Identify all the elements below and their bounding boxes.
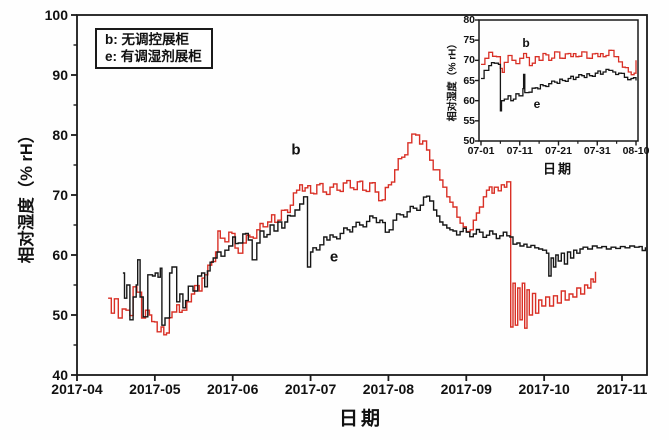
main-x-tick-label: 2017-09 [440,381,492,397]
inset-series-b-letter: b [522,36,530,50]
inset-background [442,16,646,178]
inset-y-tick-label: 80 [463,14,475,26]
main-y-tick-label: 90 [52,67,68,83]
inset-y-tick-label: 65 [463,74,475,87]
main-y-tick-label: 100 [44,7,68,23]
inset-x-tick-label: 08-10 [622,145,650,157]
main-x-tick-label: 2017-10 [518,381,570,397]
main-y-tick-label: 60 [52,247,68,263]
inset-x-tick-label: 07-31 [583,145,611,157]
inset-x-tick-label: 07-11 [506,145,533,157]
main-series-e-letter: e [329,248,339,266]
inset-x-tick-label: 07-01 [467,145,495,157]
legend-item-e: e: 有调湿剂展柜 [105,49,202,64]
main-series-e-line [122,195,647,326]
main-x-tick-label: 2017-05 [129,381,181,397]
inset-y-tick-label: 50 [463,135,475,147]
inset-x-axis-title: 日期 [542,161,574,177]
inset-y-tick-label: 55 [463,114,475,127]
inset-y-tick-label: 70 [463,54,475,67]
main-x-axis-title: 日期 [338,408,384,430]
main-y-tick-label: 50 [52,307,68,323]
main-x-tick-label: 2017-06 [207,381,259,397]
inset-series-b-line [481,49,637,76]
inset-series-e-line [481,61,637,112]
main-x-tick-label: 2017-11 [596,381,648,397]
legend-item-b: b: 无调控展柜 [105,32,189,47]
main-x-tick-label: 2017-07 [284,381,337,397]
main-y-tick-label: 80 [52,127,68,143]
main-y-tick-label: 70 [52,187,68,203]
main-series-b-letter: b [291,141,301,159]
main-y-tick-label: 40 [52,367,68,383]
inset-y-tick-label: 60 [463,94,475,107]
inset-y-tick-label: 75 [463,34,475,47]
main-x-tick-label: 2017-04 [51,381,103,397]
main-series-b-line [108,133,597,336]
inset-x-tick-label: 07-21 [545,145,572,157]
main-x-tick-label: 2017-08 [362,381,415,397]
inset-series-e-letter: e [533,97,541,111]
legend: b: 无调控展柜 e: 有调湿剂展柜 [95,28,213,69]
